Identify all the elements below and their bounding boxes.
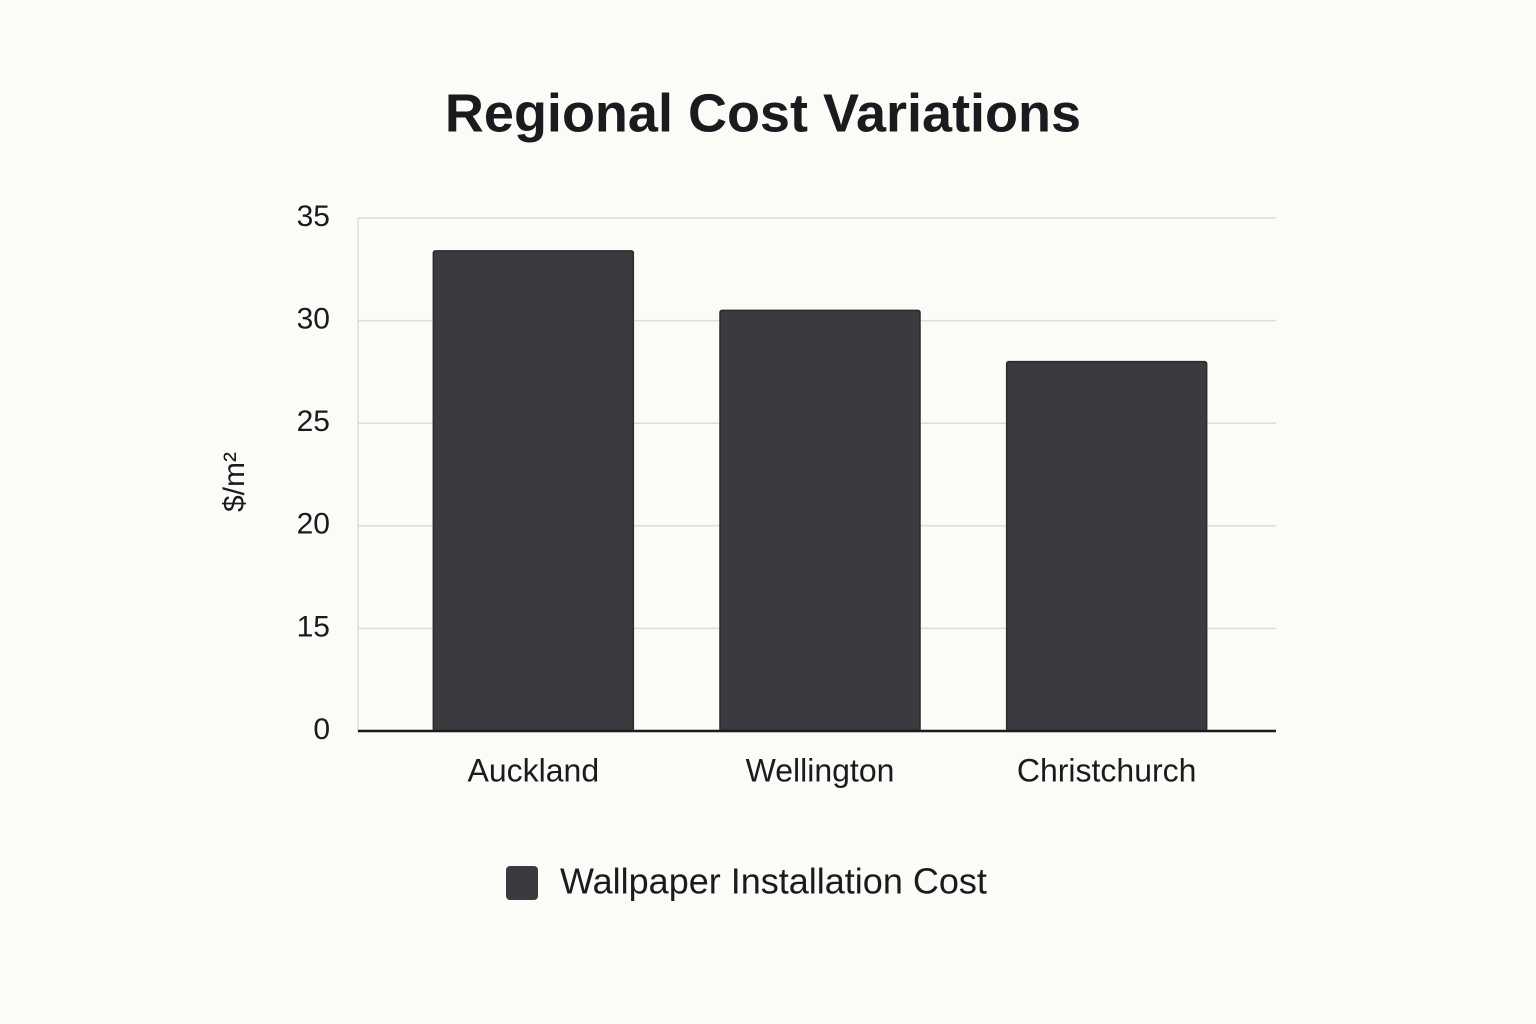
bar bbox=[719, 309, 921, 732]
bar bbox=[1005, 360, 1208, 732]
y-axis-label: $/m² bbox=[218, 452, 251, 512]
y-tick-label: 25 bbox=[297, 405, 330, 438]
y-tick-label: 20 bbox=[297, 508, 330, 541]
x-tick-label: Auckland bbox=[468, 752, 600, 788]
legend-label: Wallpaper Installation Cost bbox=[560, 861, 987, 902]
y-tick-label: 30 bbox=[297, 303, 330, 336]
y-tick-label: 35 bbox=[297, 200, 330, 233]
chart-title: Regional Cost Variations bbox=[445, 83, 1081, 143]
y-tick-label: 15 bbox=[297, 610, 330, 643]
x-tick-label: Christchurch bbox=[1017, 752, 1197, 788]
bar bbox=[432, 250, 635, 732]
y-tick-label: 0 bbox=[313, 713, 330, 746]
legend-swatch bbox=[506, 866, 538, 900]
x-tick-label: Wellington bbox=[746, 752, 895, 788]
